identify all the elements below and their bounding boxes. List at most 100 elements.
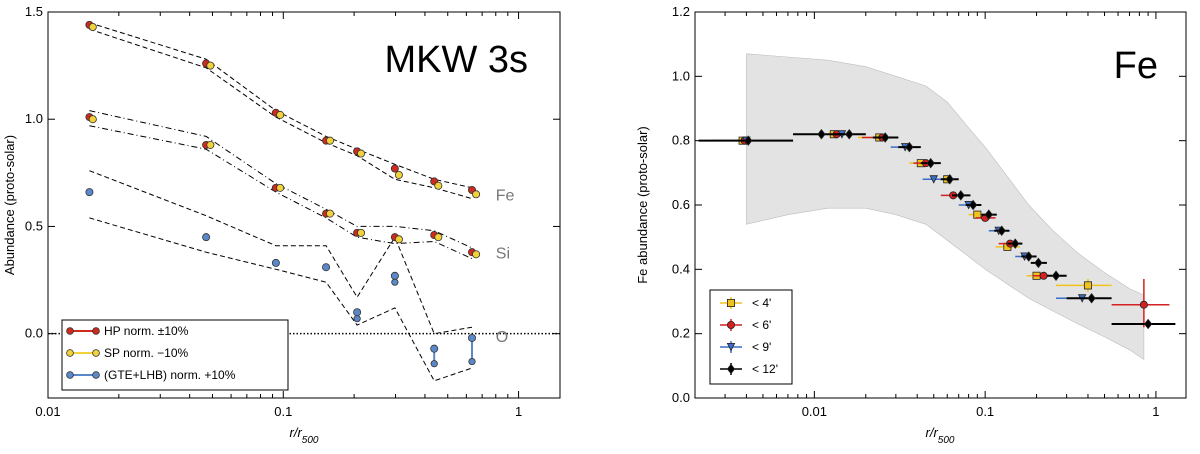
y-tick-label: 1.2 [672,4,690,19]
data-marker-circle [326,136,335,145]
data-marker-circle [322,263,331,272]
right-xlabel: r/r500 [926,425,955,446]
data-marker-diamond [956,190,965,201]
y-tick-label: 0.5 [25,218,43,233]
data-marker-circle [394,170,403,179]
data-marker-circle [1039,271,1048,280]
data-marker-diamond [1051,270,1061,282]
right-ylabel: Fe abundance (proto-solar) [635,126,650,284]
x-tick-label: 0.1 [976,404,994,419]
right-legend: < 4' < 6' < 9' < 12' [709,289,793,385]
element-labels: Fe Si O [496,188,515,347]
data-marker-diamond [817,128,826,140]
legend-label: SP norm. −10% [104,346,188,360]
data-marker-circle [202,233,211,242]
x-tick-label: 1 [515,404,522,419]
data-marker-diamond [905,141,914,153]
legend-label: < 12' [752,362,778,376]
left-title: MKW 3s [384,39,528,81]
data-marker-circle [390,164,399,173]
data-marker-circle [430,344,439,353]
legend-label: (GTE+LHB) norm. +10% [104,368,236,382]
legend-label: HP norm. ±10% [104,324,189,338]
y-tick-label: 0.0 [25,326,43,341]
data-marker-circle [468,333,477,342]
data-marker-circle [88,23,97,32]
data-marker-circle [88,115,97,124]
y-tick-label: 0.6 [672,197,690,212]
left-ticks: 0.01 0.1 1 0.0 0.5 1.0 1.5 [25,4,560,419]
scatter-band [746,53,1145,360]
data-marker-circle [353,308,362,317]
envelope-upper [89,110,473,249]
data-marker-circle [271,258,280,267]
right-panel: 0.01 0.1 1 0.0 0.2 0.4 0.6 0.8 1.0 1.2 Fe Fe abun… [635,4,1187,446]
data-marker-circle [727,320,736,329]
left-data [85,20,481,368]
x-tick-label: 1 [1152,404,1159,419]
data-marker-square [1083,281,1092,290]
right-legend-box [709,289,793,385]
left-legend: HP norm. ±10% SP norm. −10% (GTE+LHB) norm… [61,319,289,391]
data-marker-circle [276,183,285,192]
data-marker-diamond [726,363,736,375]
data-marker-circle [66,349,74,357]
data-marker-diamond [744,135,753,146]
y-tick-label: 0.8 [672,133,690,148]
left-panel: 0.01 0.1 1 0.0 0.5 1.0 1.5 MKW 3s Fe Si O Abunda… [2,4,561,446]
y-tick-label: 1.0 [25,111,43,126]
right-ticks: 0.01 0.1 1 0.0 0.2 0.4 0.6 0.8 1.0 1.2 [672,4,1186,419]
envelope-upper [89,170,473,335]
data-marker-diamond [945,174,954,185]
data-marker-diamond [1011,238,1020,249]
data-marker-circle [430,360,438,368]
left-ylabel: Abundance (proto-solar) [2,135,17,275]
legend-label: < 6' [752,318,771,332]
data-marker-circle [434,233,443,242]
data-marker-circle [85,188,94,197]
envelope-lower [89,28,473,200]
envelope-lower [89,217,473,382]
data-marker-circle [92,327,100,335]
data-marker-diamond [984,209,993,220]
data-marker-circle [394,235,403,244]
data-marker-diamond [968,199,978,211]
data-marker-circle [390,271,399,280]
data-marker-circle [472,190,481,199]
right-data [698,128,1176,330]
left-envelopes [89,22,473,382]
data-marker-circle [66,371,74,379]
data-marker-circle [391,278,399,286]
data-marker-diamond [1087,293,1096,304]
data-marker-diamond [881,132,890,143]
data-marker-circle [206,61,215,70]
right-title: Fe [1114,45,1158,87]
y-tick-label: 0.0 [672,390,690,405]
data-marker-diamond [1024,251,1033,262]
data-marker-square [727,298,736,307]
data-marker-diamond [926,157,935,169]
data-marker-circle [276,110,285,119]
x-tick-label: 0.01 [802,404,827,419]
data-marker-circle [357,149,366,158]
envelope-upper [89,22,473,189]
element-label: Si [496,246,510,263]
element-label: Fe [496,188,515,205]
x-tick-label: 0.1 [274,404,292,419]
data-marker-triangle [726,342,736,352]
data-marker-circle [353,315,361,323]
data-marker-circle [1139,300,1148,309]
element-label: O [496,329,508,346]
left-plot-frame [47,11,561,399]
data-marker-diamond [1144,318,1153,330]
data-marker-circle [66,327,74,335]
y-tick-label: 0.4 [672,261,690,276]
data-marker-circle [92,371,100,379]
data-marker-diamond [997,225,1006,236]
y-tick-label: 1.5 [25,4,43,19]
data-marker-circle [206,140,215,149]
legend-label: < 4' [752,296,771,310]
legend-label: < 9' [752,340,771,354]
y-tick-label: 0.2 [672,326,690,341]
